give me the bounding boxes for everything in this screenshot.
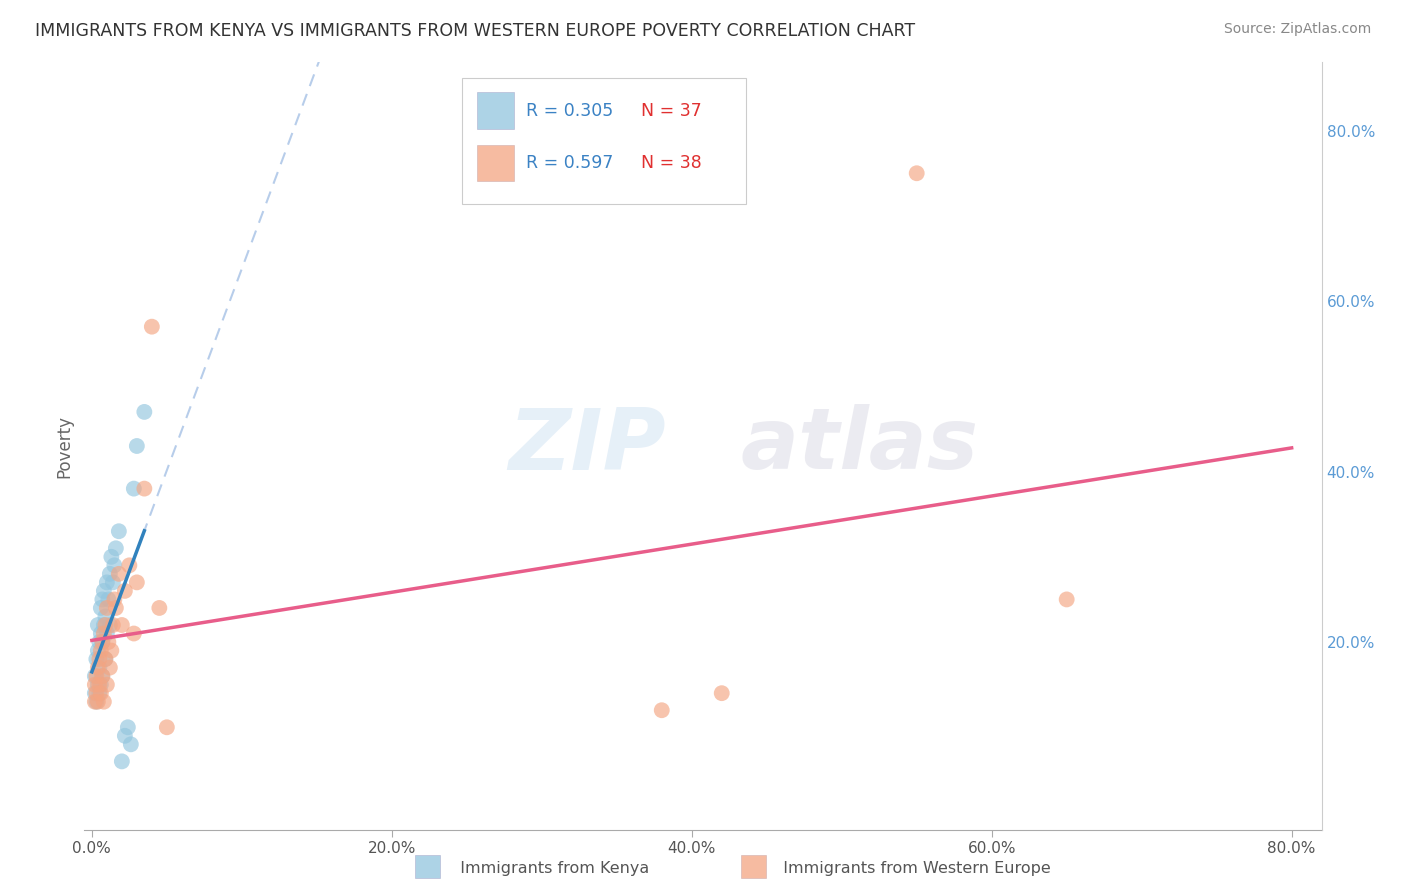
- Point: [86, 686, 108, 700]
- Point: [96, 626, 118, 640]
- Text: N = 37: N = 37: [641, 102, 702, 120]
- Point: [108, 566, 131, 581]
- Point: [91, 592, 114, 607]
- Point: [87, 618, 110, 632]
- Point: [87, 643, 110, 657]
- Point: [93, 583, 115, 598]
- Point: [91, 635, 114, 649]
- Point: [83, 669, 105, 683]
- Point: [89, 678, 111, 692]
- Point: [91, 635, 114, 649]
- Point: [94, 609, 117, 624]
- Point: [125, 575, 148, 590]
- Text: N = 38: N = 38: [641, 154, 702, 172]
- Point: [96, 575, 118, 590]
- Point: [94, 652, 117, 666]
- Point: [83, 695, 105, 709]
- Point: [98, 566, 121, 581]
- Y-axis label: Poverty: Poverty: [55, 415, 73, 477]
- Point: [141, 319, 163, 334]
- Text: R = 0.597: R = 0.597: [526, 154, 613, 172]
- Point: [905, 166, 928, 180]
- Point: [710, 686, 733, 700]
- Point: [90, 686, 112, 700]
- Point: [96, 678, 118, 692]
- Point: [94, 652, 117, 666]
- Point: [86, 652, 108, 666]
- Point: [101, 618, 124, 632]
- Text: Source: ZipAtlas.com: Source: ZipAtlas.com: [1223, 22, 1371, 37]
- Point: [89, 686, 111, 700]
- Point: [91, 669, 114, 683]
- Point: [83, 678, 105, 692]
- Point: [101, 575, 124, 590]
- FancyBboxPatch shape: [461, 78, 747, 204]
- Point: [108, 524, 131, 539]
- Point: [93, 618, 115, 632]
- Point: [89, 635, 111, 649]
- Point: [89, 652, 111, 666]
- Point: [100, 549, 122, 564]
- Point: [111, 755, 134, 769]
- Text: IMMIGRANTS FROM KENYA VS IMMIGRANTS FROM WESTERN EUROPE POVERTY CORRELATION CHAR: IMMIGRANTS FROM KENYA VS IMMIGRANTS FROM…: [35, 22, 915, 40]
- Point: [90, 626, 112, 640]
- Point: [148, 601, 170, 615]
- Point: [87, 678, 110, 692]
- Point: [86, 669, 108, 683]
- FancyBboxPatch shape: [477, 93, 513, 129]
- Point: [104, 601, 127, 615]
- Point: [98, 660, 121, 674]
- Point: [122, 482, 145, 496]
- Point: [114, 583, 136, 598]
- Point: [94, 618, 117, 632]
- Point: [83, 686, 105, 700]
- Point: [93, 626, 115, 640]
- Point: [90, 678, 112, 692]
- Point: [87, 660, 110, 674]
- Point: [122, 626, 145, 640]
- Point: [118, 558, 141, 573]
- Point: [104, 541, 127, 556]
- Point: [156, 720, 179, 734]
- Point: [90, 601, 112, 615]
- Point: [97, 592, 120, 607]
- Point: [96, 601, 118, 615]
- Point: [134, 405, 156, 419]
- Point: [103, 592, 125, 607]
- Point: [90, 643, 112, 657]
- Point: [91, 669, 114, 683]
- Point: [1056, 592, 1078, 607]
- Point: [117, 720, 139, 734]
- Point: [97, 635, 120, 649]
- Text: Immigrants from Western Europe: Immigrants from Western Europe: [773, 861, 1052, 876]
- Point: [120, 737, 142, 751]
- Point: [651, 703, 673, 717]
- Point: [103, 558, 125, 573]
- Point: [100, 643, 122, 657]
- Point: [125, 439, 148, 453]
- Point: [134, 482, 156, 496]
- Point: [86, 695, 108, 709]
- Text: atlas: atlas: [740, 404, 979, 488]
- Point: [111, 618, 134, 632]
- Text: R = 0.305: R = 0.305: [526, 102, 613, 120]
- Point: [87, 695, 110, 709]
- Text: Immigrants from Kenya: Immigrants from Kenya: [450, 861, 650, 876]
- FancyBboxPatch shape: [477, 145, 513, 181]
- Point: [114, 729, 136, 743]
- Point: [98, 618, 121, 632]
- Text: ZIP: ZIP: [508, 404, 666, 488]
- Point: [89, 660, 111, 674]
- Point: [93, 695, 115, 709]
